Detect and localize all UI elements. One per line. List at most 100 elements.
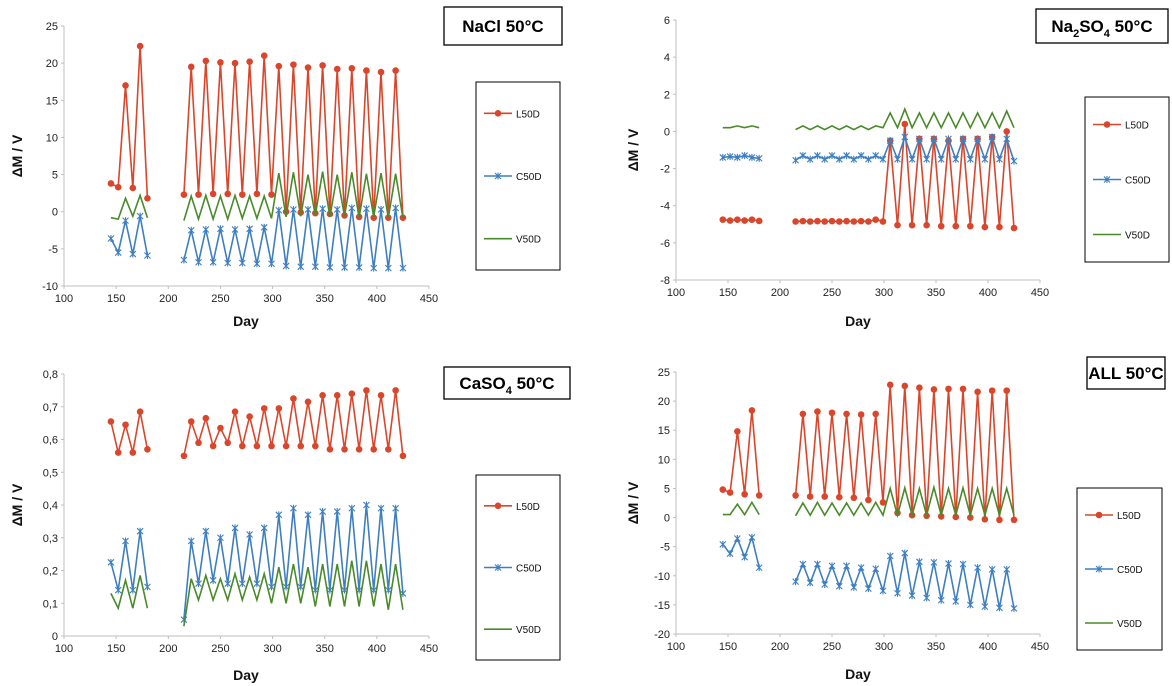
data-point: [209, 442, 217, 450]
y-tick-label: -5: [660, 542, 670, 554]
data-point: [886, 552, 894, 560]
data-point: [239, 442, 246, 450]
chart-4: -20 -15 -10 -5 0 5 10 15 20 25 100 150 200 250 300 350 4…: [625, 356, 1166, 682]
legend-marker-L50D: [494, 502, 502, 510]
data-point: [806, 155, 814, 163]
data-point: [741, 490, 748, 498]
data-point: [792, 492, 799, 499]
x-tick-label: 450: [1031, 641, 1049, 653]
data-point: [202, 226, 210, 234]
data-point: [857, 411, 865, 418]
data-point: [814, 560, 821, 568]
chart-title-box: [443, 366, 571, 400]
data-point: [734, 216, 741, 223]
x-tick-label: 250: [211, 643, 229, 655]
data-point: [187, 418, 195, 425]
data-point: [1003, 135, 1011, 143]
x-tick-label: 250: [823, 287, 841, 299]
x-tick-label: 400: [368, 643, 386, 655]
data-point: [363, 67, 370, 74]
data-point: [981, 516, 989, 523]
x-tick-label: 150: [719, 641, 737, 653]
data-point: [180, 452, 188, 460]
data-point: [392, 67, 399, 74]
data-point: [886, 381, 894, 389]
data-point: [843, 217, 850, 225]
data-point: [966, 601, 974, 609]
series-line-V50D: [183, 560, 404, 627]
x-tick-label: 300: [263, 643, 281, 655]
series-V50D: [110, 171, 404, 222]
y-tick-label: 15: [46, 95, 58, 107]
data-point: [879, 499, 887, 506]
series-line-V50D: [722, 500, 760, 517]
data-point: [850, 583, 858, 591]
data-point: [392, 387, 399, 394]
series-line-C50D: [722, 154, 760, 160]
data-point: [894, 221, 901, 229]
series-line-L50D: [110, 46, 149, 199]
x-tick-label: 300: [875, 287, 893, 299]
data-point: [253, 190, 261, 198]
data-point: [872, 565, 880, 573]
data-point: [996, 604, 1003, 612]
data-point: [217, 534, 224, 542]
data-point: [268, 191, 275, 198]
data-point: [348, 204, 356, 212]
data-point: [719, 486, 727, 493]
data-point: [209, 576, 217, 584]
data-point: [908, 221, 916, 229]
data-point: [726, 489, 734, 496]
data-point: [392, 504, 400, 512]
data-point: [195, 191, 202, 198]
data-point: [355, 263, 363, 271]
series-L50D: [719, 381, 1018, 524]
data-point: [304, 511, 312, 519]
data-point: [835, 582, 843, 590]
x-axis-label: Day: [845, 666, 871, 682]
data-point: [835, 155, 843, 163]
x-tick-label: 450: [1031, 287, 1049, 299]
data-point: [231, 408, 239, 415]
data-point: [136, 42, 144, 50]
x-tick-label: 150: [107, 643, 125, 655]
data-point: [290, 61, 297, 68]
legend: L50D C50D V50D: [475, 81, 561, 271]
legend-marker-C50D: [1103, 176, 1111, 183]
data-point: [377, 391, 385, 399]
series-L50D: [107, 387, 407, 460]
data-point: [238, 259, 246, 267]
data-point: [988, 133, 996, 141]
chart-title: NaCl 50°C: [462, 17, 543, 36]
data-point: [1003, 565, 1011, 573]
x-tick-label: 450: [420, 293, 438, 305]
data-point: [348, 65, 356, 72]
data-point: [224, 190, 232, 198]
y-tick-label: -6: [660, 238, 670, 250]
series-L50D: [719, 120, 1018, 232]
series-C50D: [107, 204, 407, 272]
data-point: [923, 155, 931, 163]
data-point: [821, 581, 829, 589]
data-point: [297, 263, 305, 271]
data-point: [107, 418, 115, 425]
y-axis-label: ΔM / V: [625, 481, 641, 524]
y-tick-label: 0,8: [43, 369, 58, 381]
x-tick-label: 450: [420, 643, 438, 655]
data-point: [180, 191, 188, 198]
data-point: [370, 264, 378, 272]
data-point: [814, 217, 821, 225]
data-point: [792, 218, 799, 225]
data-point: [333, 205, 341, 213]
data-point: [180, 256, 188, 264]
data-point: [748, 407, 756, 414]
data-point: [319, 508, 327, 516]
data-point: [952, 222, 960, 230]
data-point: [144, 583, 151, 591]
chart-3: 0 0,1 0,2 0,3 0,4 0,5 0,6 0,7 0,8 100 150 200 250 300…: [9, 366, 571, 683]
data-point: [231, 59, 239, 67]
data-point: [253, 442, 261, 450]
series-V50D: [722, 106, 1015, 131]
data-point: [253, 260, 261, 268]
